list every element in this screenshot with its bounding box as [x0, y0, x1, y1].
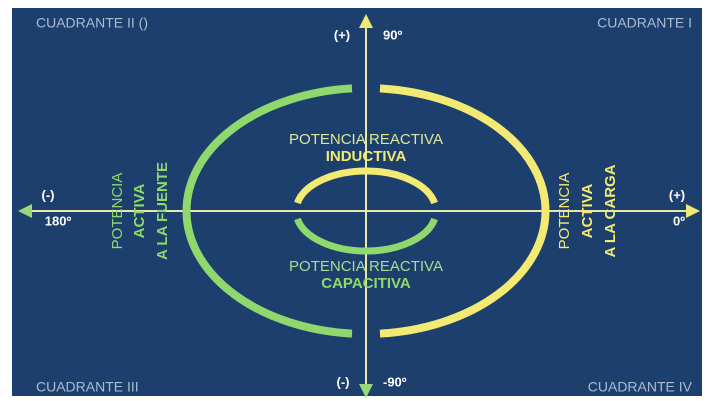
reactive-title: POTENCIA REACTIVA [289, 131, 443, 148]
axis-sign: (+) [334, 27, 350, 42]
background [12, 8, 702, 396]
active-source-arc [182, 84, 353, 338]
active-title: POTENCIA [556, 173, 573, 250]
reactive-title: POTENCIA REACTIVA [289, 258, 443, 275]
axis-angle: 180º [45, 213, 72, 228]
active-kind: ACTIVA [579, 183, 596, 238]
axis-angle: 0º [673, 213, 685, 228]
quadrant-label: CUADRANTE I [597, 15, 692, 31]
quadrant-label: CUADRANTE IV [588, 379, 693, 395]
arrow-right [686, 204, 700, 218]
active-load-arc [379, 84, 550, 338]
quadrant-label: CUADRANTE II () [36, 15, 148, 31]
arrow-left [18, 204, 32, 218]
axis-sign: (-) [42, 187, 55, 202]
active-kind: ACTIVA [131, 183, 148, 238]
reactive-kind: INDUCTIVA [326, 148, 407, 165]
axis-angle: -90º [383, 374, 407, 389]
active-target: A LA FUENTE [154, 162, 171, 260]
active-target: A LA CARGA [602, 164, 619, 257]
quadrant-label: CUADRANTE III [36, 379, 139, 395]
active-title: POTENCIA [109, 173, 126, 250]
arrow-up [359, 14, 373, 28]
capacitive-arc [294, 217, 438, 255]
axis-sign: (-) [337, 374, 350, 389]
arrow-down [359, 384, 373, 398]
inductive-arc [294, 167, 438, 205]
axis-sign: (+) [669, 187, 685, 202]
reactive-kind: CAPACITIVA [321, 275, 411, 292]
axis-angle: 90º [383, 27, 402, 42]
